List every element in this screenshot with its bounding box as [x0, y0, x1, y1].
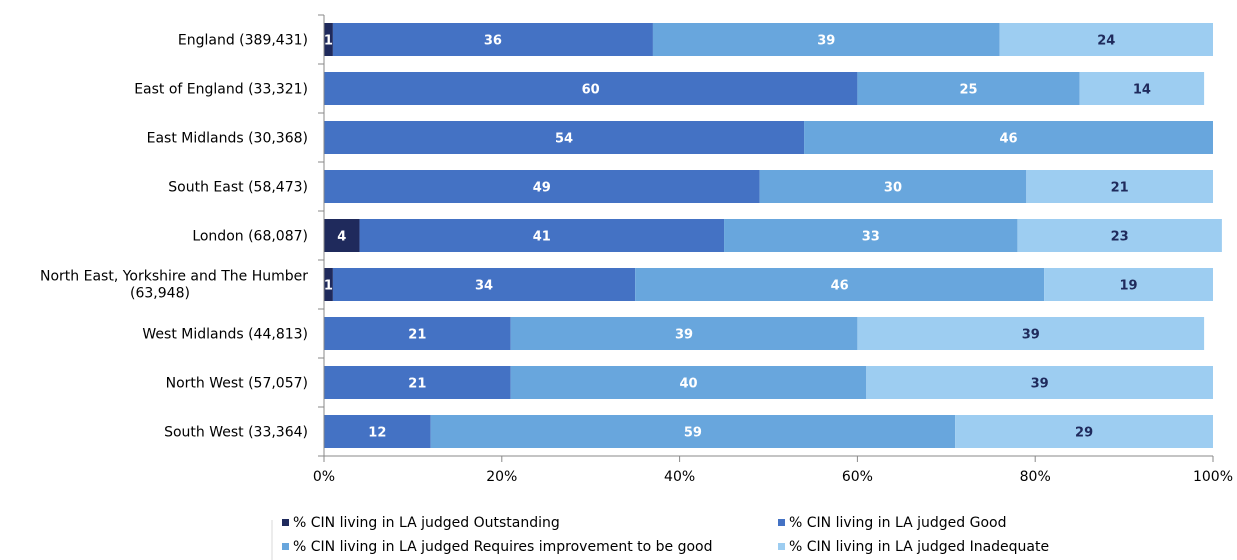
x-tick-labels: 0% 20% 40% 60% 80% 100% — [313, 469, 1233, 485]
x-tick-label: 100% — [1193, 469, 1233, 485]
bar-segment — [857, 317, 1205, 350]
bar-segment — [1044, 268, 1213, 301]
data-label: 39 — [675, 328, 693, 343]
category-label: West Midlands (44,813) — [142, 327, 308, 343]
data-label: 39 — [817, 34, 835, 49]
data-label: 46 — [999, 132, 1017, 147]
legend-label: % CIN living in LA judged Good — [789, 515, 1006, 531]
data-label: 59 — [684, 426, 702, 441]
legend-swatch — [282, 543, 289, 550]
category-label: South East (58,473) — [168, 180, 308, 196]
bar-segment — [724, 219, 1018, 252]
data-label: 39 — [1022, 328, 1040, 343]
bar-segment — [324, 72, 858, 105]
bars: 1 36 39 24 60 25 14 54 46 49 30 21 4 41 33 23 1 34 46 19 21 3… — [324, 23, 1222, 448]
data-label: 25 — [959, 83, 977, 98]
data-label: 30 — [884, 181, 902, 196]
data-label: 34 — [475, 279, 493, 294]
bar-segment — [359, 219, 725, 252]
bar-segment — [324, 366, 511, 399]
bar-segment — [332, 23, 653, 56]
legend-swatch — [778, 519, 785, 526]
data-label: 21 — [1111, 181, 1129, 196]
bar-segment — [510, 317, 858, 350]
bar-segment — [955, 415, 1213, 448]
x-tick-label: 20% — [486, 469, 517, 485]
axes — [318, 14, 1214, 462]
data-label: 39 — [1031, 377, 1049, 392]
category-labels: England (389,431) East of England (33,321… — [40, 33, 308, 441]
x-tick-label: 60% — [842, 469, 873, 485]
bar-segment — [324, 268, 333, 301]
bar-segment — [332, 268, 636, 301]
data-label: 60 — [582, 83, 600, 98]
bar-segment — [510, 366, 867, 399]
category-label: North East, Yorkshire and The Humber — [40, 269, 308, 285]
data-label: 36 — [484, 34, 502, 49]
x-tick-label: 80% — [1020, 469, 1051, 485]
data-label: 46 — [831, 279, 849, 294]
bar-segment — [324, 23, 333, 56]
category-label: East of England (33,321) — [134, 82, 308, 98]
category-label: North West (57,057) — [166, 376, 308, 392]
x-tick-label: 0% — [313, 469, 335, 485]
data-label: 54 — [555, 132, 573, 147]
data-label: 49 — [533, 181, 551, 196]
legend-label: % CIN living in LA judged Requires impro… — [293, 539, 713, 555]
bar-segment — [1079, 72, 1205, 105]
bar-segment — [652, 23, 1000, 56]
x-tick-label: 40% — [664, 469, 695, 485]
data-label: 4 — [337, 230, 346, 245]
category-label: London (68,087) — [192, 229, 308, 245]
data-label: 41 — [533, 230, 551, 245]
category-label: England (389,431) — [178, 33, 308, 49]
bar-segment — [759, 170, 1027, 203]
legend: % CIN living in LA judged Outstanding % C… — [271, 515, 1049, 560]
data-label: 40 — [679, 377, 697, 392]
data-label: 29 — [1075, 426, 1093, 441]
bar-segment — [857, 72, 1080, 105]
category-label: (63,948) — [130, 286, 190, 302]
bar-segment — [866, 366, 1213, 399]
data-label: 1 — [324, 34, 333, 49]
bar-segment — [324, 170, 760, 203]
data-label: 23 — [1111, 230, 1129, 245]
data-label: 21 — [408, 328, 426, 343]
legend-label: % CIN living in LA judged Outstanding — [293, 515, 560, 531]
data-label: 19 — [1119, 279, 1137, 294]
data-label: 14 — [1133, 83, 1151, 98]
data-label: 21 — [408, 377, 426, 392]
bar-segment — [324, 219, 360, 252]
bar-segment — [324, 121, 805, 154]
category-label: South West (33,364) — [164, 425, 308, 441]
bar-segment — [430, 415, 956, 448]
bar-segment — [1026, 170, 1213, 203]
legend-label: % CIN living in LA judged Inadequate — [789, 539, 1049, 555]
data-label: 1 — [324, 279, 333, 294]
bar-segment — [999, 23, 1213, 56]
bar-segment — [324, 317, 511, 350]
bar-segment — [1017, 219, 1222, 252]
legend-swatch — [778, 543, 785, 550]
data-label: 24 — [1097, 34, 1115, 49]
bar-segment — [804, 121, 1213, 154]
bar-segment — [324, 415, 431, 448]
bar-segment — [635, 268, 1045, 301]
data-label: 33 — [862, 230, 880, 245]
legend-swatch — [282, 519, 289, 526]
data-label: 12 — [368, 426, 386, 441]
category-label: East Midlands (30,368) — [147, 131, 308, 147]
